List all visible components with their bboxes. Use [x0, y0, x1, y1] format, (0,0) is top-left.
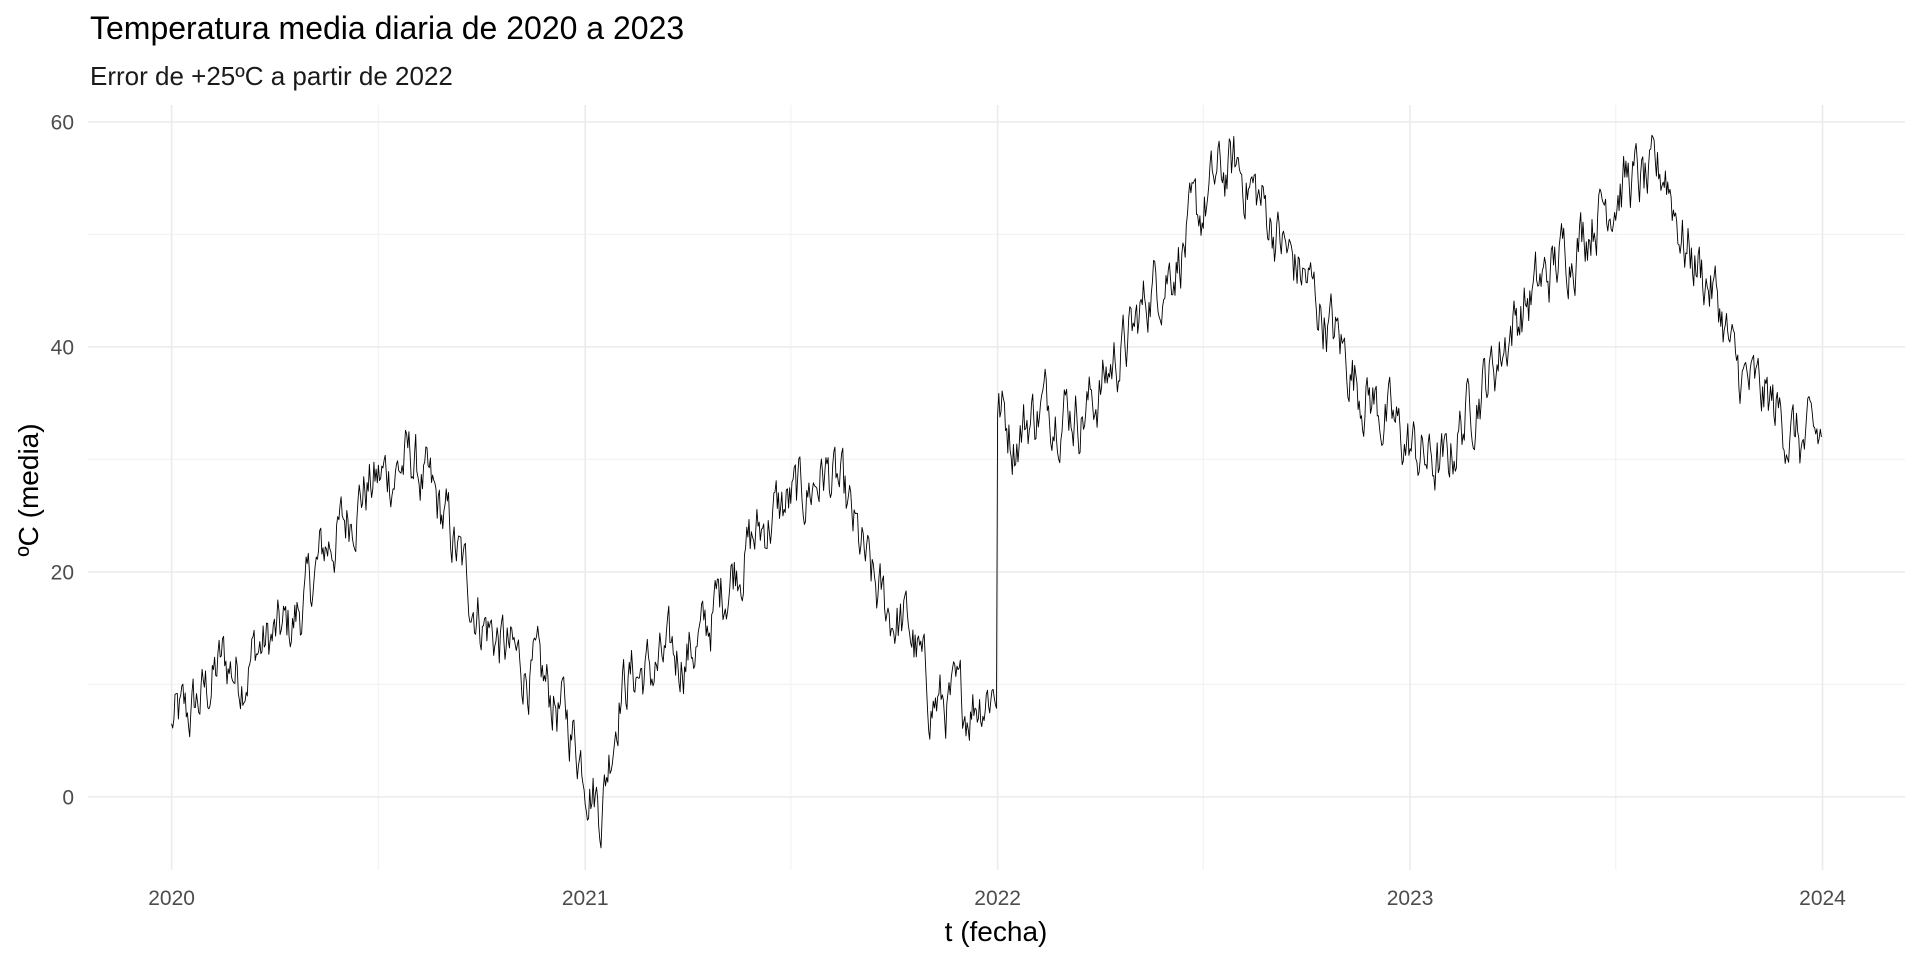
major-vertical-gridlines	[170, 105, 1824, 870]
y-tick-label-0: 0	[62, 786, 74, 809]
major-horizontal-gridlines	[88, 121, 1905, 798]
x-tick-label-2021: 2021	[562, 887, 609, 910]
minor-vertical-gridlines	[377, 105, 1617, 870]
x-axis-tick-labels: 2020 2021 2022 2023 2024	[148, 887, 1846, 910]
x-tick-label-2022: 2022	[974, 887, 1021, 910]
chart-title: Temperatura media diaria de 2020 a 2023	[90, 10, 684, 46]
x-axis-title: t (fecha)	[945, 916, 1048, 947]
x-tick-label-2023: 2023	[1387, 887, 1434, 910]
y-axis-title: ºC (media)	[13, 423, 44, 556]
y-tick-label-60: 60	[51, 111, 74, 134]
x-tick-label-2020: 2020	[148, 887, 195, 910]
y-axis-tick-labels: 0 20 40 60	[51, 111, 74, 809]
temperature-series-line	[171, 134, 1822, 849]
y-tick-label-20: 20	[51, 561, 74, 584]
chart-subtitle: Error de +25ºC a partir de 2022	[90, 61, 453, 91]
y-tick-label-40: 40	[51, 336, 74, 359]
x-tick-label-2024: 2024	[1799, 887, 1846, 910]
